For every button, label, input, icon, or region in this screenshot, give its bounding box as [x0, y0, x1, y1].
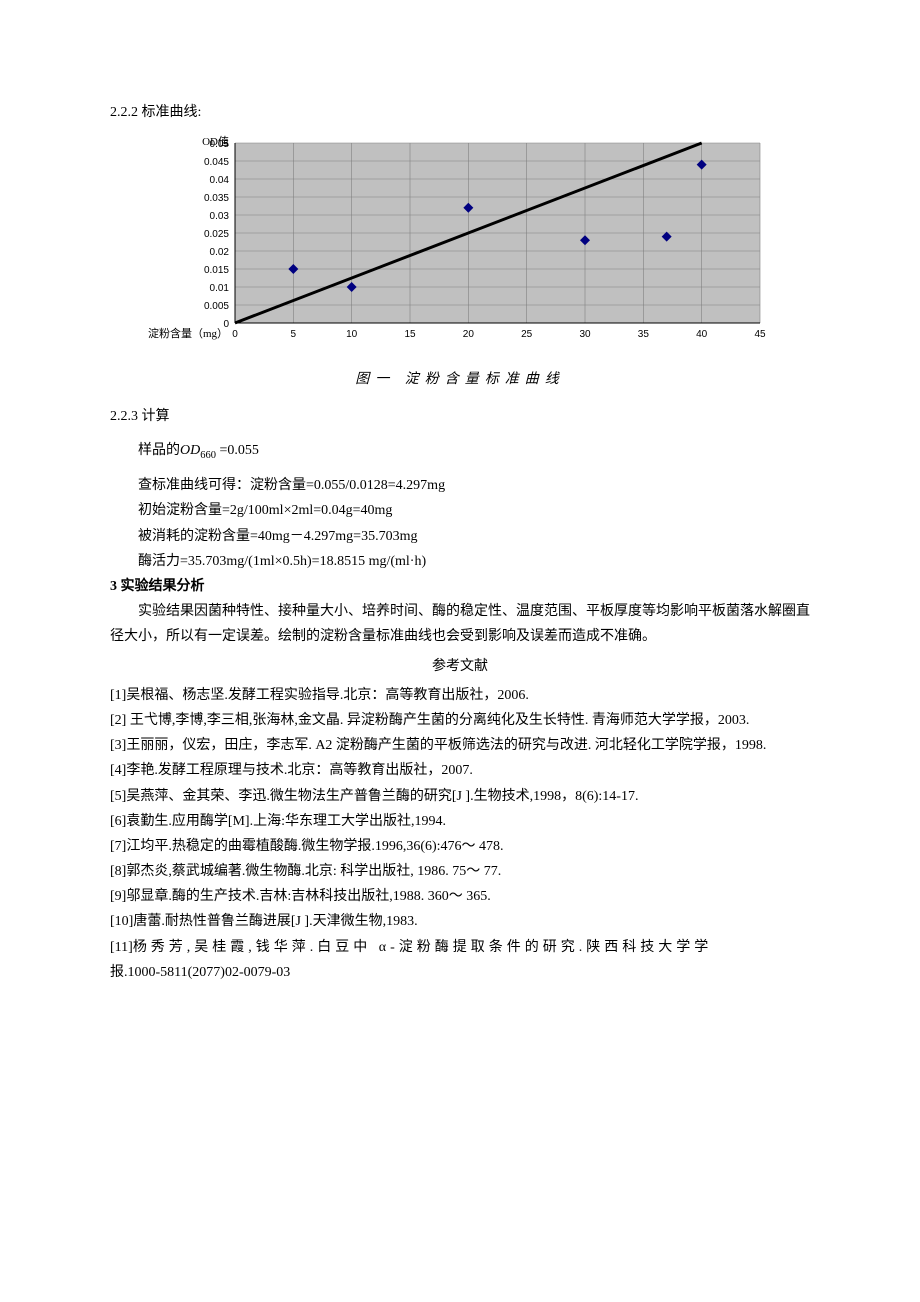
- calc-line-5: 酶活力=35.703mg/(1ml×0.5h)=18.8515 mg/(ml·h…: [138, 549, 810, 574]
- svg-text:15: 15: [404, 329, 416, 340]
- ref11-spaced-text: 杨秀芳,吴桂霞,钱华萍.白豆中 α-淀粉酶提取条件的研究.陕西科技大学学: [133, 940, 713, 955]
- svg-text:0.02: 0.02: [210, 247, 230, 258]
- svg-text:0.03: 0.03: [210, 211, 230, 222]
- references-title: 参考文献: [110, 654, 810, 679]
- standard-curve-chart: 0 0.005 0.01 0.015 0.02 0.025 0.03 0.035 0.04 0.0…: [140, 133, 810, 363]
- svg-text:淀粉含量（mg）: 淀粉含量（mg）: [148, 326, 228, 340]
- section-3-heading: 3 实验结果分析: [110, 574, 810, 599]
- calc-line-2: 查标准曲线可得：淀粉含量=0.055/0.0128=4.297mg: [138, 473, 810, 498]
- od-prefix: 样品的: [138, 443, 180, 458]
- svg-text:0: 0: [232, 329, 238, 340]
- ref-item: [7]江均平.热稳定的曲霉植酸酶.微生物学报.1996,36(6):476～ 4…: [110, 834, 810, 859]
- chart-svg: 0 0.005 0.01 0.015 0.02 0.025 0.03 0.035 0.04 0.0…: [140, 133, 780, 363]
- ref-item-11: [11]杨秀芳,吴桂霞,钱华萍.白豆中 α-淀粉酶提取条件的研究.陕西科技大学学: [110, 935, 810, 960]
- od-symbol: OD: [180, 443, 200, 458]
- svg-text:30: 30: [579, 329, 591, 340]
- svg-text:OD值: OD值: [202, 135, 229, 148]
- svg-text:0.025: 0.025: [204, 229, 229, 240]
- od-subscript: 660: [200, 449, 216, 460]
- ref-item: [4]李艳.发酵工程原理与技术.北京：高等教育出版社，2007.: [110, 758, 810, 783]
- ref-item: [1]吴根福、杨志坚.发酵工程实验指导.北京：高等教育出版社，2006.: [110, 683, 810, 708]
- references-list: [1]吴根福、杨志坚.发酵工程实验指导.北京：高等教育出版社，2006.[2] …: [110, 683, 810, 935]
- ref-item: [2] 王弋博,李博,李三相,张海林,金文晶. 异淀粉酶产生菌的分离纯化及生长特…: [110, 708, 810, 733]
- svg-text:0.015: 0.015: [204, 265, 229, 276]
- ref-item: [5]吴燕萍、金其荣、李迅.微生物法生产普鲁兰酶的研究[J ].生物技术,199…: [110, 784, 810, 809]
- svg-text:40: 40: [696, 329, 708, 340]
- ref-item: [9]邬显章.酶的生产技术.吉林:吉林科技出版社,1988. 360～ 365.: [110, 884, 810, 909]
- ref-item: [6]袁勤生.应用酶学[M].上海:华东理工大学出版社,1994.: [110, 809, 810, 834]
- svg-text:5: 5: [291, 329, 297, 340]
- section-223-heading: 2.2.3 计算: [110, 404, 810, 429]
- svg-text:20: 20: [463, 329, 475, 340]
- svg-text:25: 25: [521, 329, 533, 340]
- svg-text:35: 35: [638, 329, 650, 340]
- svg-text:45: 45: [754, 329, 766, 340]
- ref-item: [10]唐蕾.耐热性普鲁兰酶进展[J ].天津微生物,1983.: [110, 909, 810, 934]
- analysis-paragraph: 实验结果因菌种特性、接种量大小、培养时间、酶的稳定性、温度范围、平板厚度等均影响…: [110, 599, 810, 649]
- svg-text:0.01: 0.01: [210, 283, 230, 294]
- svg-text:0.04: 0.04: [210, 175, 230, 186]
- od-value: =0.055: [216, 443, 259, 458]
- svg-text:0.005: 0.005: [204, 301, 229, 312]
- svg-text:0.045: 0.045: [204, 157, 229, 168]
- section-222-heading: 2.2.2 标准曲线:: [110, 100, 810, 125]
- ref-item: [3]王丽丽，仪宏，田庄，李志军. A2 淀粉酶产生菌的平板筛选法的研究与改进.…: [110, 733, 810, 758]
- ref-item: [8]郭杰炎,蔡武城编著.微生物酶.北京: 科学出版社, 1986. 75～ 7…: [110, 859, 810, 884]
- calc-od-line: 样品的OD660 =0.055: [138, 438, 810, 466]
- svg-text:10: 10: [346, 329, 358, 340]
- svg-text:0.035: 0.035: [204, 193, 229, 204]
- calc-line-3: 初始淀粉含量=2g/100ml×2ml=0.04g=40mg: [138, 498, 810, 523]
- calc-line-4: 被消耗的淀粉含量=40mg－4.297mg=35.703mg: [138, 524, 810, 549]
- chart-caption: 图一 淀粉含量标准曲线: [110, 367, 810, 392]
- ref11-prefix: [11]: [110, 940, 133, 955]
- ref-item-11-tail: 报.1000-5811(2077)02-0079-03: [110, 960, 810, 985]
